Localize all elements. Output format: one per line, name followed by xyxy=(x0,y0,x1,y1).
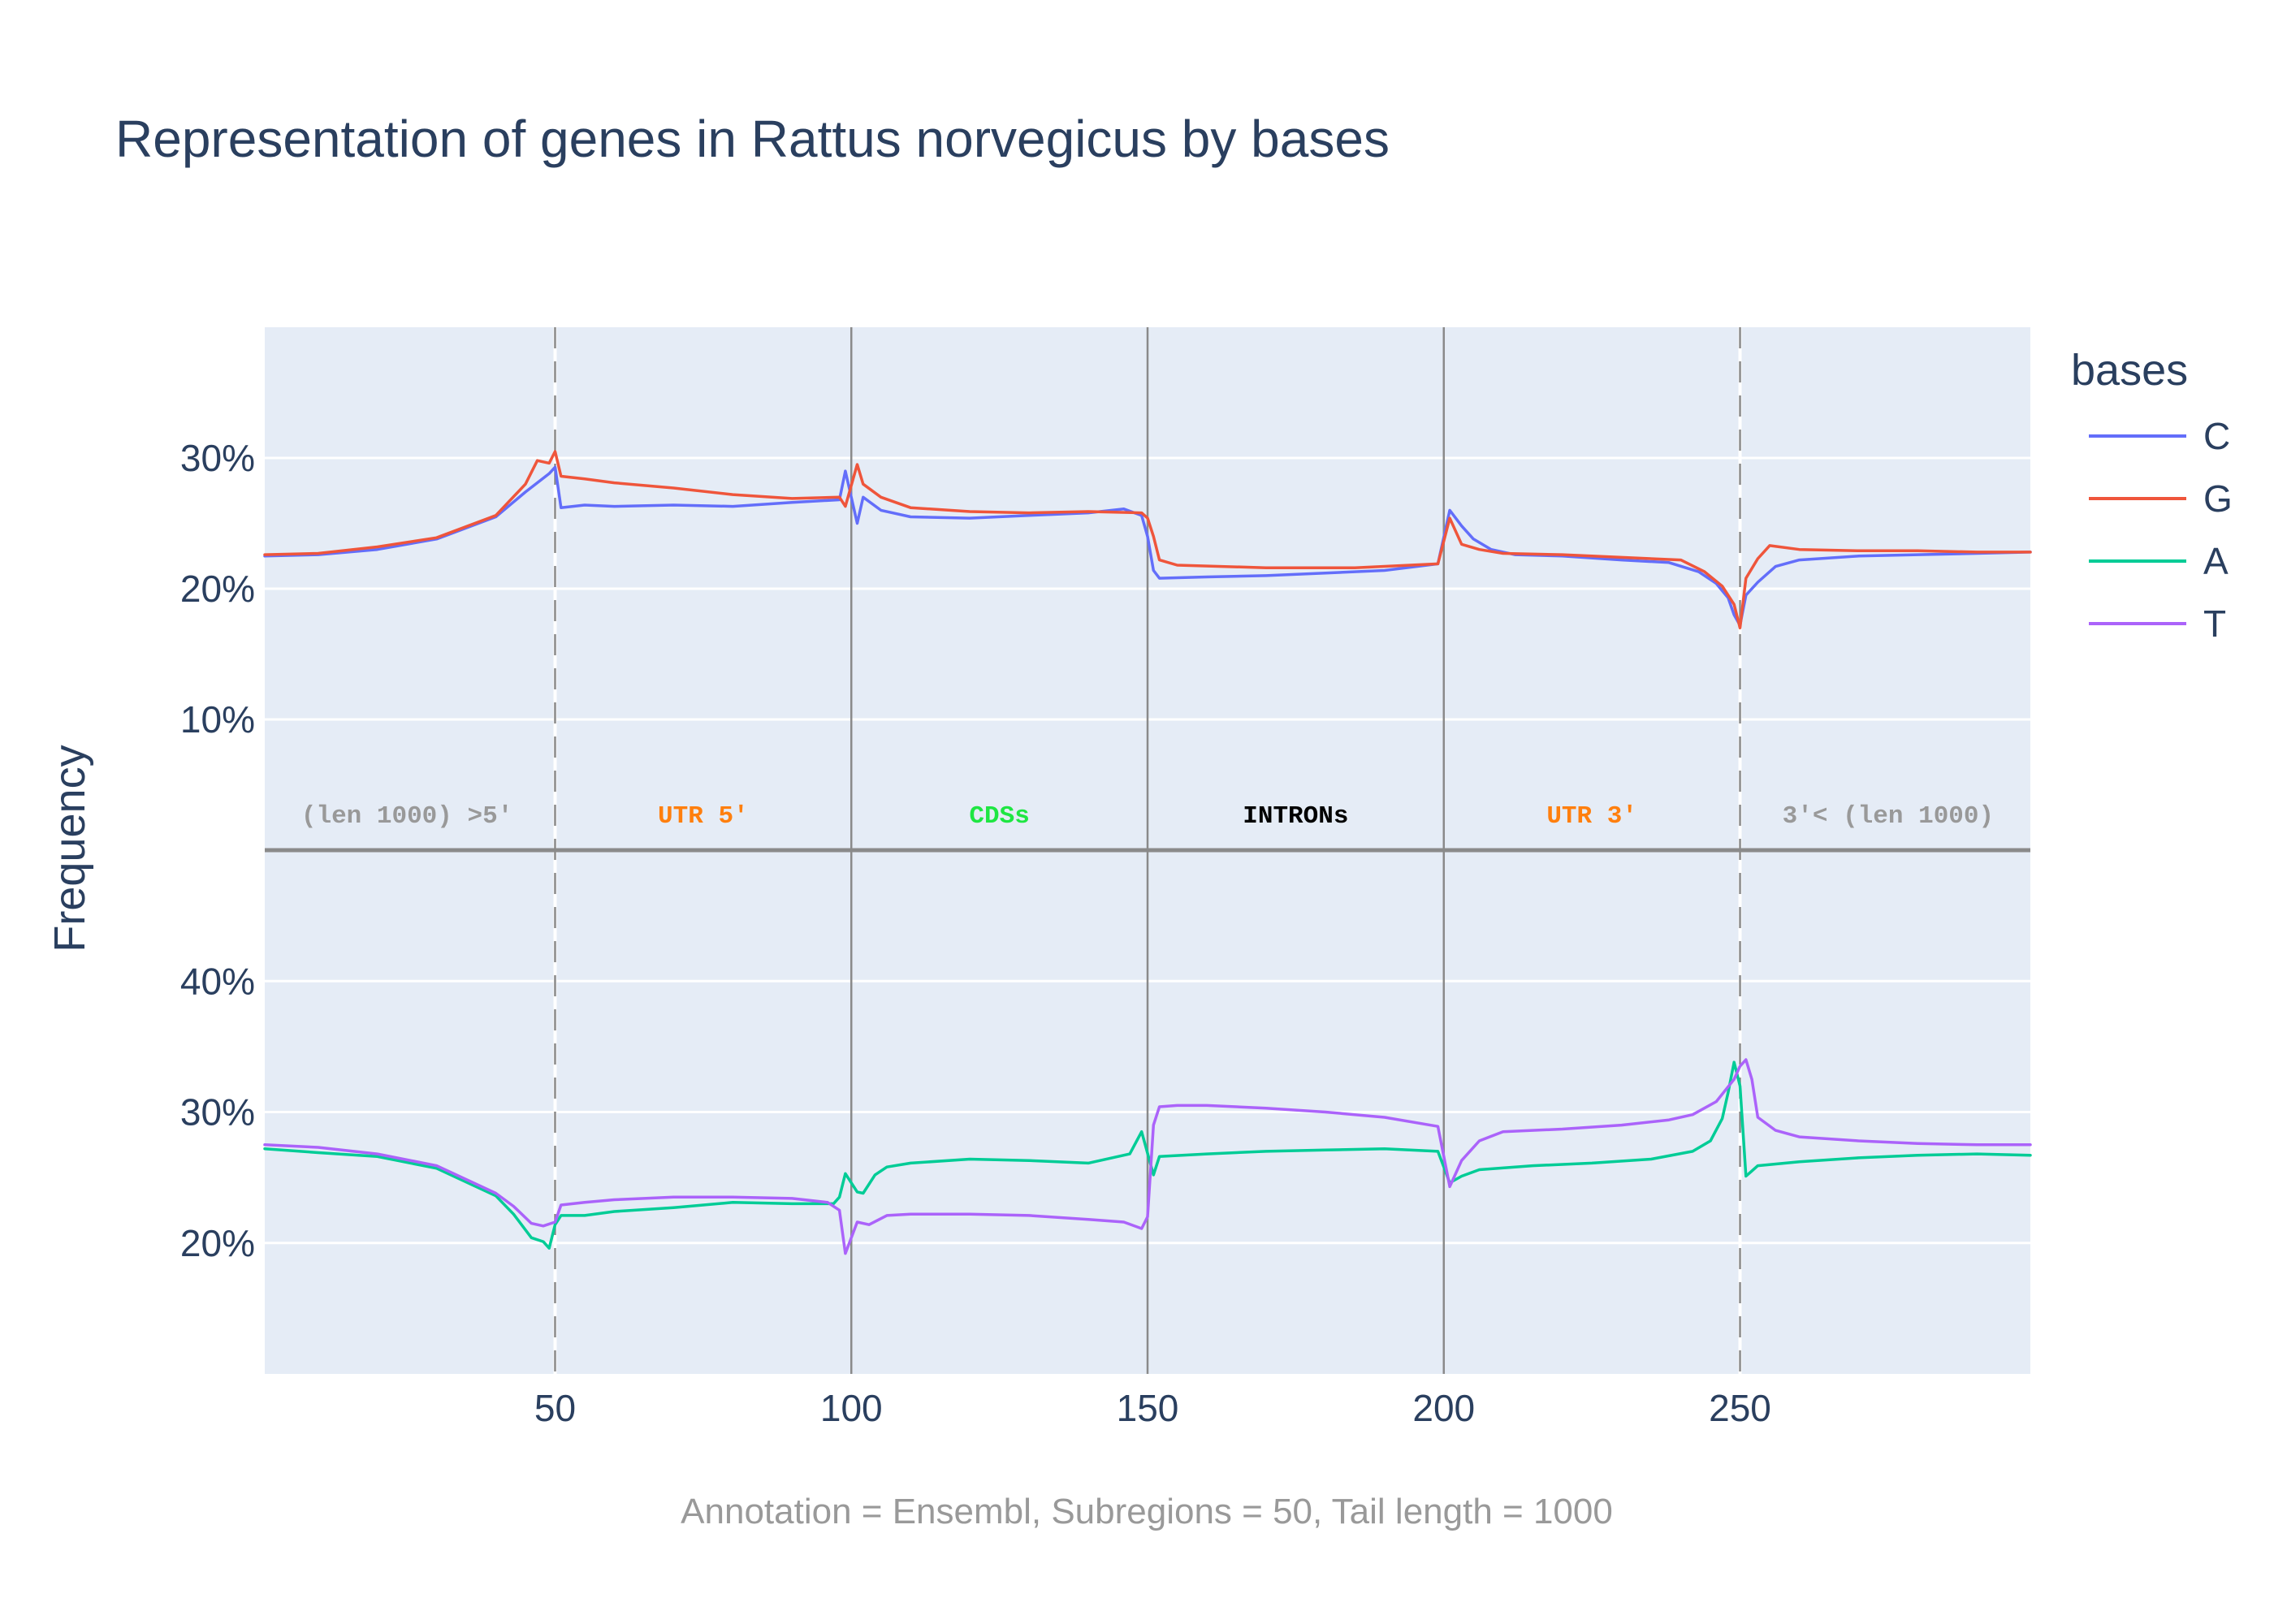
x-tick-label-100: 100 xyxy=(820,1387,883,1429)
region-label-5: 3'< (len 1000) xyxy=(1783,802,1994,831)
x-tick-labels: 50 100 150 200 250 xyxy=(534,1387,1771,1429)
chart-caption: Annotation = Ensembl, Subregions = 50, T… xyxy=(681,1492,1613,1531)
y-tick-label-top-10: 10% xyxy=(180,698,255,741)
legend-label-T: T xyxy=(2203,603,2226,645)
y-tick-label-bottom-20: 20% xyxy=(180,1222,255,1264)
x-tick-label-250: 250 xyxy=(1709,1387,1771,1429)
y-tick-label-bottom-40: 40% xyxy=(180,960,255,1002)
legend-label-C: C xyxy=(2203,415,2230,457)
region-label-2: CDSs xyxy=(969,802,1029,831)
series-line-A xyxy=(263,1060,2032,1250)
y-tick-labels: 10% 20% 30% 20% 30% 40% xyxy=(180,437,255,1264)
region-label-3: INTRONs xyxy=(1243,802,1348,831)
series-line-C xyxy=(263,465,2032,627)
legend-title: bases xyxy=(2071,346,2188,395)
x-tick-label-200: 200 xyxy=(1412,1387,1475,1429)
y-tick-label-top-30: 30% xyxy=(180,437,255,479)
legend-label-G: G xyxy=(2203,477,2233,520)
chart-title: Representation of genes in Rattus norveg… xyxy=(115,110,1390,168)
series-lines xyxy=(263,450,2032,1255)
x-tick-label-50: 50 xyxy=(534,1387,576,1429)
legend-label-A: A xyxy=(2203,540,2229,582)
region-label-1: UTR 5' xyxy=(658,802,749,831)
region-label-0: (len 1000) >5' xyxy=(301,802,512,831)
series-line-T xyxy=(263,1058,2032,1255)
y-tick-label-bottom-30: 30% xyxy=(180,1091,255,1134)
series-line-G xyxy=(263,450,2032,630)
y-tick-label-top-20: 20% xyxy=(180,568,255,610)
region-label-4: UTR 3' xyxy=(1546,802,1637,831)
region-labels: (len 1000) >5' UTR 5' CDSs INTRONs UTR 3' 3'<… xyxy=(301,802,1994,831)
x-tick-label-150: 150 xyxy=(1117,1387,1179,1429)
y-axis-label: Frequency xyxy=(45,745,94,952)
